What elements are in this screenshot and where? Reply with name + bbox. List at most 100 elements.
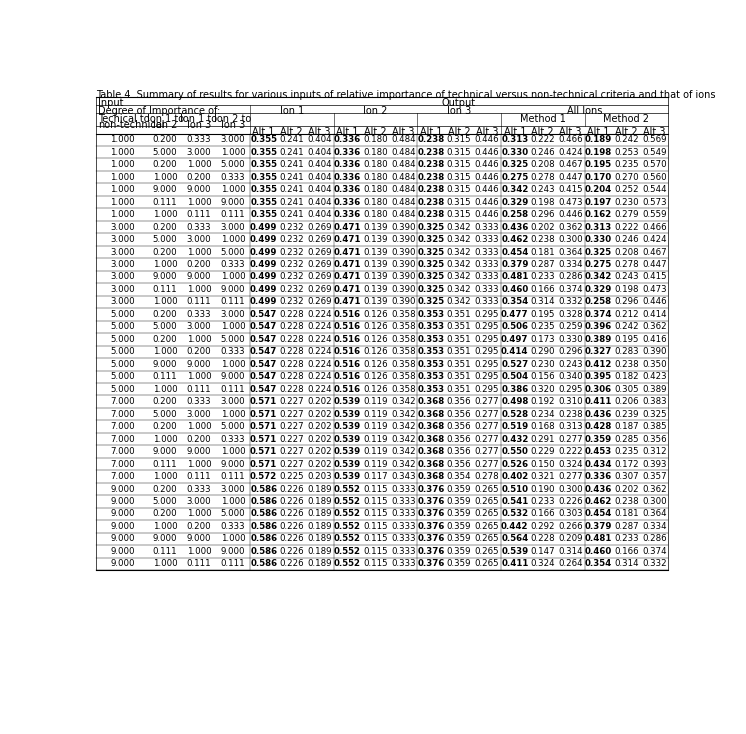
Text: 0.243: 0.243 [530, 185, 555, 195]
Text: Alt 2: Alt 2 [531, 127, 554, 137]
Text: 0.446: 0.446 [474, 197, 499, 206]
Text: 1.000: 1.000 [110, 160, 134, 170]
Text: 0.355: 0.355 [250, 210, 278, 219]
Text: 0.411: 0.411 [501, 559, 528, 568]
Text: Alt 2: Alt 2 [364, 127, 386, 137]
Text: Alt 3: Alt 3 [560, 127, 582, 137]
Text: 9.000: 9.000 [110, 509, 134, 518]
Text: 0.115: 0.115 [363, 484, 388, 493]
Text: 0.359: 0.359 [585, 435, 612, 443]
Text: 3.000: 3.000 [221, 484, 245, 493]
Text: 0.111: 0.111 [221, 385, 245, 393]
Text: 1.000: 1.000 [153, 385, 178, 393]
Text: 0.232: 0.232 [279, 260, 304, 269]
Text: Ion 2: Ion 2 [363, 106, 387, 116]
Text: 0.415: 0.415 [642, 272, 667, 281]
Text: 0.333: 0.333 [391, 497, 416, 506]
Text: 0.333: 0.333 [186, 222, 211, 231]
Text: 0.111: 0.111 [186, 559, 211, 568]
Text: 0.111: 0.111 [221, 210, 245, 219]
Text: 0.357: 0.357 [642, 472, 667, 481]
Text: 0.275: 0.275 [501, 172, 528, 182]
Text: 0.404: 0.404 [307, 160, 332, 170]
Text: 0.390: 0.390 [391, 247, 416, 256]
Text: 0.198: 0.198 [585, 148, 612, 157]
Text: 0.447: 0.447 [642, 260, 667, 269]
Text: 0.200: 0.200 [153, 484, 178, 493]
Text: 0.277: 0.277 [474, 459, 499, 468]
Text: 1.000: 1.000 [186, 547, 211, 556]
Text: 0.241: 0.241 [279, 197, 304, 206]
Text: 0.412: 0.412 [585, 360, 612, 368]
Text: 0.187: 0.187 [614, 422, 639, 431]
Text: 0.350: 0.350 [642, 360, 667, 368]
Text: 0.539: 0.539 [334, 422, 361, 431]
Text: 0.571: 0.571 [250, 410, 278, 418]
Text: 0.325: 0.325 [418, 297, 445, 306]
Text: 0.466: 0.466 [558, 135, 583, 145]
Text: 0.226: 0.226 [279, 522, 304, 531]
Text: 0.232: 0.232 [279, 272, 304, 281]
Text: 0.227: 0.227 [279, 435, 304, 443]
Text: 9.000: 9.000 [186, 185, 211, 195]
Text: 0.539: 0.539 [334, 397, 361, 406]
Text: 0.321: 0.321 [530, 472, 555, 481]
Text: 0.379: 0.379 [585, 522, 612, 531]
Text: 0.126: 0.126 [363, 335, 388, 344]
Text: 3.000: 3.000 [110, 285, 134, 294]
Text: 3.000: 3.000 [186, 497, 211, 506]
Text: 0.278: 0.278 [474, 472, 499, 481]
Text: Ion 3: Ion 3 [186, 120, 211, 130]
Text: 3.000: 3.000 [186, 322, 211, 331]
Text: 0.415: 0.415 [558, 185, 583, 195]
Text: Ion 1 to: Ion 1 to [181, 114, 218, 124]
Text: 0.353: 0.353 [418, 347, 445, 356]
Text: 0.586: 0.586 [250, 522, 278, 531]
Text: 0.454: 0.454 [585, 509, 612, 518]
Text: 0.336: 0.336 [333, 172, 361, 182]
Text: 0.313: 0.313 [501, 135, 528, 145]
Text: 0.270: 0.270 [614, 172, 639, 182]
Text: 1.000: 1.000 [221, 447, 245, 456]
Text: 0.355: 0.355 [250, 160, 278, 170]
Text: 0.230: 0.230 [530, 360, 555, 368]
Text: 0.355: 0.355 [250, 197, 278, 206]
Text: 0.258: 0.258 [585, 297, 612, 306]
Text: 0.550: 0.550 [501, 447, 528, 456]
Text: 0.226: 0.226 [279, 497, 304, 506]
Text: 0.314: 0.314 [530, 297, 555, 306]
Text: 0.460: 0.460 [501, 285, 528, 294]
Text: 0.330: 0.330 [585, 235, 612, 244]
Text: 0.547: 0.547 [250, 372, 278, 381]
Text: 0.228: 0.228 [279, 385, 304, 393]
Text: 5.000: 5.000 [110, 310, 134, 319]
Text: 0.224: 0.224 [307, 347, 332, 356]
Text: 0.238: 0.238 [418, 197, 445, 206]
Text: Output: Output [442, 98, 476, 109]
Text: 0.436: 0.436 [585, 484, 612, 493]
Text: 0.295: 0.295 [474, 310, 499, 319]
Text: 0.222: 0.222 [530, 135, 555, 145]
Text: 0.333: 0.333 [474, 222, 499, 231]
Text: 0.226: 0.226 [279, 547, 304, 556]
Text: 0.374: 0.374 [558, 285, 583, 294]
Text: 0.224: 0.224 [307, 372, 332, 381]
Text: 9.000: 9.000 [110, 559, 134, 568]
Text: 9.000: 9.000 [221, 459, 245, 468]
Text: 1.000: 1.000 [186, 285, 211, 294]
Text: 0.295: 0.295 [474, 335, 499, 344]
Text: 0.436: 0.436 [501, 222, 528, 231]
Text: 0.324: 0.324 [558, 459, 583, 468]
Text: 0.139: 0.139 [363, 272, 388, 281]
Text: 0.355: 0.355 [250, 148, 278, 157]
Text: 0.342: 0.342 [585, 272, 612, 281]
Text: 0.453: 0.453 [585, 447, 612, 456]
Text: 0.497: 0.497 [501, 335, 529, 344]
Text: 0.287: 0.287 [530, 260, 555, 269]
Text: 0.404: 0.404 [307, 210, 332, 219]
Text: 1.000: 1.000 [186, 197, 211, 206]
Text: 0.333: 0.333 [391, 534, 416, 543]
Text: 0.243: 0.243 [614, 272, 639, 281]
Text: 0.527: 0.527 [501, 360, 528, 368]
Text: 0.526: 0.526 [501, 459, 528, 468]
